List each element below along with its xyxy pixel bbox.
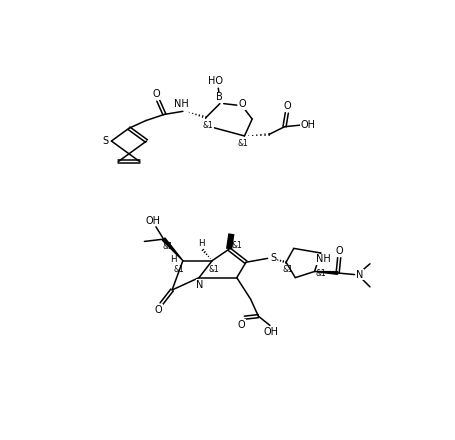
Text: H: H xyxy=(197,239,204,248)
Text: &1: &1 xyxy=(208,265,218,274)
Text: OH: OH xyxy=(263,326,278,337)
Text: OH: OH xyxy=(145,216,160,226)
Text: O: O xyxy=(152,89,160,99)
Text: N: N xyxy=(196,279,203,290)
Text: &1: &1 xyxy=(282,265,292,275)
Text: NH: NH xyxy=(174,99,188,110)
Text: B: B xyxy=(216,92,223,103)
Text: O: O xyxy=(237,319,245,330)
Text: &1: &1 xyxy=(162,242,173,250)
Text: S: S xyxy=(269,253,275,264)
Text: &1: &1 xyxy=(237,139,248,148)
Text: O: O xyxy=(154,305,162,315)
Text: O: O xyxy=(238,99,245,110)
Text: NH: NH xyxy=(316,254,330,264)
Polygon shape xyxy=(314,271,337,275)
Text: &1: &1 xyxy=(231,241,242,250)
Text: HO: HO xyxy=(207,76,222,86)
Text: O: O xyxy=(334,246,342,257)
Text: H: H xyxy=(170,255,177,264)
Text: O: O xyxy=(283,101,290,111)
Polygon shape xyxy=(162,238,182,260)
Text: &1: &1 xyxy=(315,268,325,278)
Text: OH: OH xyxy=(299,120,314,130)
Text: N: N xyxy=(355,270,363,279)
Text: &1: &1 xyxy=(173,265,184,274)
Text: &1: &1 xyxy=(202,121,213,130)
Text: S: S xyxy=(102,136,108,146)
